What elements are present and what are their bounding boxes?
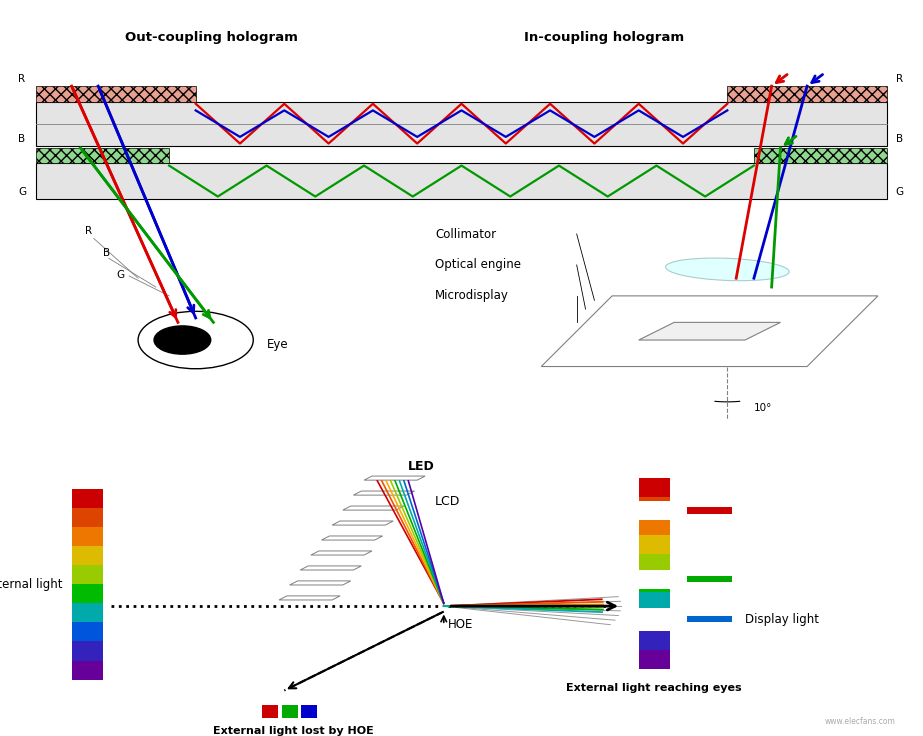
Bar [639,592,670,612]
Bar [727,86,887,102]
Text: G: G [116,270,124,280]
Bar [639,498,670,516]
Text: G: G [18,186,27,197]
Bar [72,642,102,661]
Text: 10°: 10° [754,403,773,413]
Bar [36,102,887,146]
Text: Microdisplay: Microdisplay [435,289,509,302]
Bar [72,489,102,508]
Bar [639,612,670,631]
Text: External light: External light [0,578,63,591]
Text: LCD: LCD [435,495,461,509]
Text: G: G [895,186,904,197]
Bar [72,661,102,679]
Bar [688,576,732,582]
Text: www.elecfans.com: www.elecfans.com [825,717,895,726]
Text: In-coupling hologram: In-coupling hologram [523,31,684,44]
Bar [72,508,102,527]
Bar [639,501,670,520]
Text: LED: LED [408,460,435,473]
Text: B: B [102,248,110,258]
Bar [72,584,102,604]
Text: Collimator: Collimator [435,227,496,241]
Bar [36,86,196,102]
Text: HOE: HOE [449,618,473,631]
Bar [639,608,670,631]
Bar [639,535,670,554]
Bar [754,148,887,163]
Bar [72,565,102,584]
Ellipse shape [665,258,789,280]
Text: External light reaching eyes: External light reaching eyes [567,682,742,693]
Polygon shape [639,322,781,340]
Bar [639,478,670,498]
Bar [639,516,670,535]
Bar [72,527,102,546]
Bar [262,706,278,718]
Bar [639,570,670,589]
Bar [639,650,670,669]
Bar [639,573,670,592]
Bar [688,616,732,623]
Bar [36,163,887,199]
Bar [639,554,670,573]
Text: External light lost by HOE: External light lost by HOE [213,726,374,736]
Bar [688,507,732,514]
Bar [72,604,102,623]
Circle shape [154,326,210,354]
Text: Display light: Display light [745,612,819,626]
Text: B: B [895,133,903,144]
Text: B: B [18,133,26,144]
Bar [36,148,169,163]
Text: Eye: Eye [267,338,288,351]
Bar [72,623,102,642]
Text: R: R [85,226,92,236]
Text: Optical engine: Optical engine [435,258,521,272]
Text: R: R [18,74,26,84]
Bar [72,546,102,565]
Text: R: R [895,74,903,84]
Bar [639,631,670,650]
Bar [282,706,297,718]
Bar [301,706,318,718]
Text: Out-coupling hologram: Out-coupling hologram [125,31,297,44]
Circle shape [138,311,253,369]
